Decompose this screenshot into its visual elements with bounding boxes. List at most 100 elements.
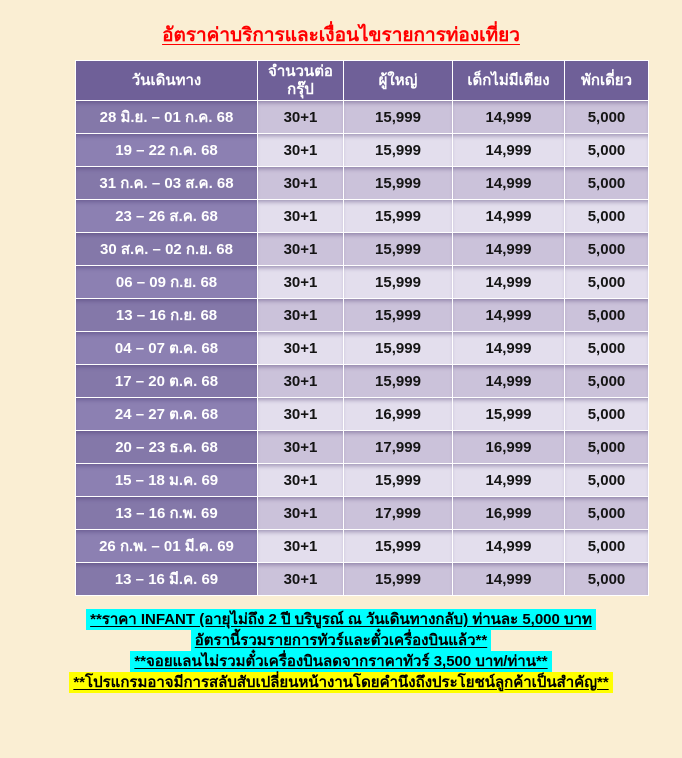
- table-row: 17 – 20 ต.ค. 68 30+1 15,999 14,999 5,000: [75, 364, 649, 398]
- table-row: 13 – 16 ก.พ. 69 30+1 17,999 16,999 5,000: [75, 496, 649, 530]
- price-table: วันเดินทาง จำนวนต่อ กรุ๊ป ผู้ใหญ่ เด็กไม…: [75, 60, 649, 596]
- travel-date-cell: 30 ส.ค. – 02 ก.ย. 68: [75, 232, 258, 266]
- price-cell: 14,999: [452, 463, 565, 497]
- note-rate-includes: อัตรานี้รวมรายการทัวร์และตั๋วเครื่องบินแ…: [190, 630, 492, 651]
- travel-date-cell: 31 ก.ค. – 03 ส.ค. 68: [75, 166, 258, 200]
- price-cell: 5,000: [564, 463, 649, 497]
- price-cell: 5,000: [564, 430, 649, 464]
- column-header-travel-date: วันเดินทาง: [75, 60, 258, 101]
- price-cell: 14,999: [452, 529, 565, 563]
- table-row: 06 – 09 ก.ย. 68 30+1 15,999 14,999 5,000: [75, 265, 649, 299]
- price-cell: 5,000: [564, 100, 649, 134]
- price-cell: 17,999: [343, 430, 453, 464]
- price-cell: 14,999: [452, 166, 565, 200]
- table-row: 20 – 23 ธ.ค. 68 30+1 17,999 16,999 5,000: [75, 430, 649, 464]
- column-header-group-size: จำนวนต่อ กรุ๊ป: [257, 60, 344, 101]
- price-cell: 30+1: [257, 100, 344, 134]
- price-cell: 15,999: [343, 199, 453, 233]
- price-cell: 30+1: [257, 166, 344, 200]
- price-cell: 15,999: [343, 133, 453, 167]
- price-cell: 14,999: [452, 331, 565, 365]
- travel-date-cell: 20 – 23 ธ.ค. 68: [75, 430, 258, 464]
- table-row: 31 ก.ค. – 03 ส.ค. 68 30+1 15,999 14,999 5,00…: [75, 166, 649, 200]
- price-cell: 15,999: [343, 529, 453, 563]
- price-cell: 14,999: [452, 133, 565, 167]
- price-cell: 15,999: [452, 397, 565, 431]
- price-cell: 5,000: [564, 562, 649, 596]
- table-row: 19 – 22 ก.ค. 68 30+1 15,999 14,999 5,000: [75, 133, 649, 167]
- price-cell: 30+1: [257, 199, 344, 233]
- price-cell: 15,999: [343, 166, 453, 200]
- price-cell: 5,000: [564, 529, 649, 563]
- price-cell: 30+1: [257, 133, 344, 167]
- price-cell: 5,000: [564, 496, 649, 530]
- note-infant-price: **ราคา INFANT (อายุไม่ถึง 2 ปี บริบูรณ์ …: [86, 609, 596, 630]
- price-cell: 15,999: [343, 364, 453, 398]
- price-cell: 15,999: [343, 562, 453, 596]
- price-cell: 14,999: [452, 298, 565, 332]
- price-cell: 14,999: [452, 562, 565, 596]
- price-cell: 30+1: [257, 562, 344, 596]
- note-program-change: **โปรแกรมอาจมีการสลับสับเปลี่ยนหน้างานโด…: [69, 672, 613, 693]
- price-cell: 14,999: [452, 364, 565, 398]
- table-row: 24 – 27 ต.ค. 68 30+1 16,999 15,999 5,000: [75, 397, 649, 431]
- header-row: วันเดินทาง จำนวนต่อ กรุ๊ป ผู้ใหญ่ เด็กไม…: [75, 60, 649, 101]
- price-cell: 30+1: [257, 397, 344, 431]
- price-cell: 5,000: [564, 133, 649, 167]
- travel-date-cell: 19 – 22 ก.ค. 68: [75, 133, 258, 167]
- price-cell: 17,999: [343, 496, 453, 530]
- price-cell: 30+1: [257, 529, 344, 563]
- note-join-land: **จอยแลนไม่รวมตั๋วเครื่องบินลดจากราคาทัว…: [130, 651, 552, 672]
- column-header-child-no-bed: เด็กไม่มีเตียง: [452, 60, 565, 101]
- table-row: 23 – 26 ส.ค. 68 30+1 15,999 14,999 5,000: [75, 199, 649, 233]
- price-table-body: 28 มิ.ย. – 01 ก.ค. 68 30+1 15,999 14,999 5,0…: [75, 100, 649, 596]
- price-cell: 30+1: [257, 265, 344, 299]
- column-header-single-supp: พักเดี่ยว: [564, 60, 649, 101]
- price-cell: 30+1: [257, 331, 344, 365]
- price-cell: 5,000: [564, 199, 649, 233]
- price-cell: 5,000: [564, 331, 649, 365]
- table-row: 15 – 18 ม.ค. 69 30+1 15,999 14,999 5,000: [75, 463, 649, 497]
- price-cell: 15,999: [343, 463, 453, 497]
- travel-date-cell: 26 ก.พ. – 01 มี.ค. 69: [75, 529, 258, 563]
- price-cell: 5,000: [564, 397, 649, 431]
- travel-date-cell: 28 มิ.ย. – 01 ก.ค. 68: [75, 100, 258, 134]
- travel-date-cell: 13 – 16 ก.ย. 68: [75, 298, 258, 332]
- table-row: 13 – 16 มี.ค. 69 30+1 15,999 14,999 5,000: [75, 562, 649, 596]
- page-title: อัตราค่าบริการและเงื่อนไขรายการท่องเที่ย…: [162, 25, 520, 46]
- price-cell: 14,999: [452, 265, 565, 299]
- price-cell: 30+1: [257, 298, 344, 332]
- travel-date-cell: 17 – 20 ต.ค. 68: [75, 364, 258, 398]
- travel-date-cell: 23 – 26 ส.ค. 68: [75, 199, 258, 233]
- price-cell: 14,999: [452, 232, 565, 266]
- price-cell: 30+1: [257, 364, 344, 398]
- travel-date-cell: 24 – 27 ต.ค. 68: [75, 397, 258, 431]
- price-cell: 16,999: [343, 397, 453, 431]
- price-cell: 5,000: [564, 364, 649, 398]
- table-row: 04 – 07 ต.ค. 68 30+1 15,999 14,999 5,000: [75, 331, 649, 365]
- price-cell: 16,999: [452, 496, 565, 530]
- price-cell: 5,000: [564, 265, 649, 299]
- price-cell: 30+1: [257, 232, 344, 266]
- price-cell: 5,000: [564, 166, 649, 200]
- price-cell: 14,999: [452, 199, 565, 233]
- travel-date-cell: 04 – 07 ต.ค. 68: [75, 331, 258, 365]
- price-cell: 15,999: [343, 232, 453, 266]
- table-row: 26 ก.พ. – 01 มี.ค. 69 30+1 15,999 14,999 5,0…: [75, 529, 649, 563]
- travel-date-cell: 15 – 18 ม.ค. 69: [75, 463, 258, 497]
- price-cell: 15,999: [343, 265, 453, 299]
- table-row: 28 มิ.ย. – 01 ก.ค. 68 30+1 15,999 14,999 5,0…: [75, 100, 649, 134]
- price-cell: 15,999: [343, 298, 453, 332]
- price-cell: 5,000: [564, 232, 649, 266]
- tour-price-page: อัตราค่าบริการและเงื่อนไขรายการท่องเที่ย…: [0, 20, 682, 758]
- footer-notes: **ราคา INFANT (อายุไม่ถึง 2 ปี บริบูรณ์ …: [0, 609, 682, 693]
- price-cell: 30+1: [257, 496, 344, 530]
- price-cell: 16,999: [452, 430, 565, 464]
- table-row: 13 – 16 ก.ย. 68 30+1 15,999 14,999 5,000: [75, 298, 649, 332]
- price-cell: 5,000: [564, 298, 649, 332]
- price-cell: 15,999: [343, 331, 453, 365]
- travel-date-cell: 13 – 16 ก.พ. 69: [75, 496, 258, 530]
- price-cell: 30+1: [257, 463, 344, 497]
- price-table-header: วันเดินทาง จำนวนต่อ กรุ๊ป ผู้ใหญ่ เด็กไม…: [75, 60, 649, 101]
- table-row: 30 ส.ค. – 02 ก.ย. 68 30+1 15,999 14,999 5,00…: [75, 232, 649, 266]
